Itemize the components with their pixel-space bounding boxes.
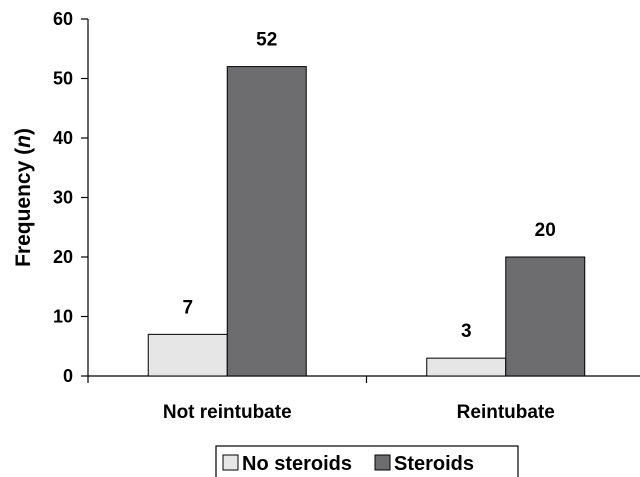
legend-swatch <box>222 454 239 471</box>
bar-no-steroids <box>426 357 507 377</box>
legend-label: No steroids <box>242 453 352 475</box>
data-label: 20 <box>535 220 556 241</box>
data-label: 3 <box>461 321 472 342</box>
data-label: 52 <box>256 30 277 51</box>
legend-box <box>215 445 519 477</box>
y-tick-label: 20 <box>53 247 73 267</box>
bar-steroids <box>226 66 307 377</box>
y-tick-label: 40 <box>53 128 73 148</box>
x-category-label: Not reintubate <box>163 402 292 423</box>
x-category-label: Reintubate <box>457 402 555 423</box>
y-tick-label: 50 <box>53 69 73 89</box>
y-tick-label: 0 <box>63 366 73 386</box>
y-axis-label: Frequency (n) <box>12 128 35 267</box>
bars: 7 52 3 20 <box>147 30 586 377</box>
data-label: 7 <box>182 297 193 318</box>
axes: 0 10 20 30 40 50 60 Not reintubate Reintubate <box>53 9 640 423</box>
bar-steroids <box>505 256 586 377</box>
y-tick-label: 10 <box>53 307 73 327</box>
legend-swatch <box>374 454 391 471</box>
bar-no-steroids <box>147 333 228 377</box>
y-axis-label-text: Frequency (n) <box>12 128 35 267</box>
y-tick-label: 30 <box>53 188 73 208</box>
legend: No steroids Steroids <box>215 445 519 477</box>
y-tick-label: 60 <box>53 9 73 29</box>
legend-label: Steroids <box>394 453 474 475</box>
